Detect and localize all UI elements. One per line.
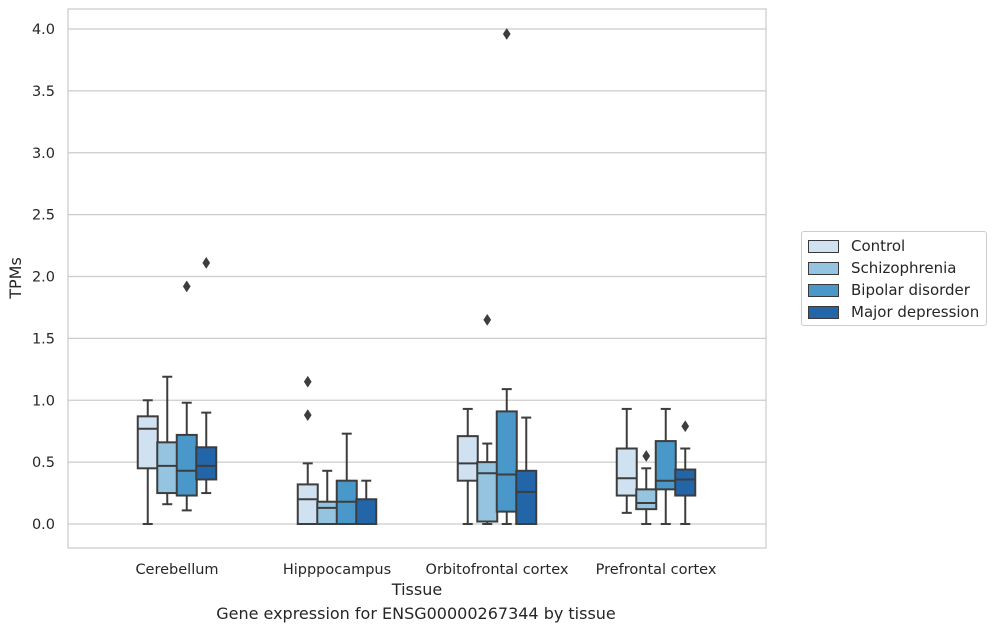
box-3-2 xyxy=(654,407,677,525)
y-tick-label: 3.5 xyxy=(32,84,55,100)
box-0-3 xyxy=(195,256,218,495)
box-iqr xyxy=(355,498,378,525)
outlier-point xyxy=(502,27,511,40)
box-iqr xyxy=(456,435,479,482)
outlier-point xyxy=(681,420,690,433)
box-iqr xyxy=(136,415,159,470)
box-1-0 xyxy=(296,375,319,525)
legend-swatch xyxy=(808,305,839,319)
legend-swatch xyxy=(808,261,839,275)
box-iqr xyxy=(296,483,319,525)
outlier-point xyxy=(303,375,312,388)
y-tick-label: 1.0 xyxy=(32,393,55,409)
x-tick-labels: Cerebellum Hipppocampus Orbitofrontal cort… xyxy=(135,562,716,578)
box-iqr xyxy=(156,441,179,495)
legend-label: Schizophrenia xyxy=(851,259,957,277)
box-3-3 xyxy=(674,420,697,525)
box-series xyxy=(136,27,697,526)
y-tick-label: 4.0 xyxy=(32,22,55,38)
legend-label: Bipolar disorder xyxy=(851,281,970,299)
y-tick-label: 2.5 xyxy=(32,208,55,224)
box-2-2 xyxy=(495,27,518,525)
outlier-point xyxy=(182,280,191,293)
box-iqr xyxy=(674,468,697,497)
x-tick-label: Prefrontal cortex xyxy=(596,562,717,578)
box-iqr xyxy=(175,433,198,497)
box-iqr xyxy=(195,446,218,481)
y-tick-label: 1.5 xyxy=(32,331,55,347)
box-iqr xyxy=(615,447,638,497)
legend-label: Control xyxy=(851,237,906,255)
box-iqr xyxy=(316,500,339,526)
box-iqr xyxy=(654,440,677,491)
outlier-point xyxy=(202,256,211,269)
legend-swatch xyxy=(808,283,839,297)
x-tick-label: Hipppocampus xyxy=(283,562,391,578)
y-tick-label: 2.0 xyxy=(32,270,55,286)
legend-swatch xyxy=(808,239,839,253)
x-tick-label: Cerebellum xyxy=(135,562,218,578)
box-3-0 xyxy=(615,407,638,514)
outlier-point xyxy=(483,313,492,326)
legend-item-major-depression: Major depression xyxy=(808,302,979,322)
box-iqr xyxy=(515,469,538,526)
box-1-2 xyxy=(335,432,358,525)
box-0-2 xyxy=(175,280,198,512)
y-axis-label: TPMs xyxy=(6,257,25,300)
legend-label: Major depression xyxy=(851,303,980,321)
box-2-0 xyxy=(456,407,479,525)
y-tick-label: 0.5 xyxy=(32,455,55,471)
legend-item-schizophrenia: Schizophrenia xyxy=(808,258,956,278)
box-3-1 xyxy=(635,449,658,525)
box-iqr xyxy=(635,488,658,511)
box-iqr xyxy=(495,410,518,513)
y-tick-labels: 0.0 0.5 1.0 1.5 2.0 2.5 3.0 3.5 4.0 xyxy=(32,22,55,533)
figure-caption: Gene expression for ENSG00000267344 by t… xyxy=(216,604,616,623)
box-0-0 xyxy=(136,399,159,525)
box-1-3 xyxy=(355,479,378,525)
outlier-point xyxy=(303,409,312,422)
box-2-1 xyxy=(476,313,499,525)
legend-item-control: Control xyxy=(808,236,905,256)
y-tick-label: 0.0 xyxy=(32,517,55,533)
y-tick-label: 3.0 xyxy=(32,146,55,162)
box-iqr xyxy=(476,461,499,523)
legend: Control Schizophrenia Bipolar disorder M… xyxy=(801,231,987,326)
box-2-3 xyxy=(515,416,538,526)
x-tick-label: Orbitofrontal cortex xyxy=(426,562,569,578)
x-axis-label: Tissue xyxy=(391,580,442,599)
legend-item-bipolar-disorder: Bipolar disorder xyxy=(808,280,970,300)
outlier-point xyxy=(642,449,651,462)
